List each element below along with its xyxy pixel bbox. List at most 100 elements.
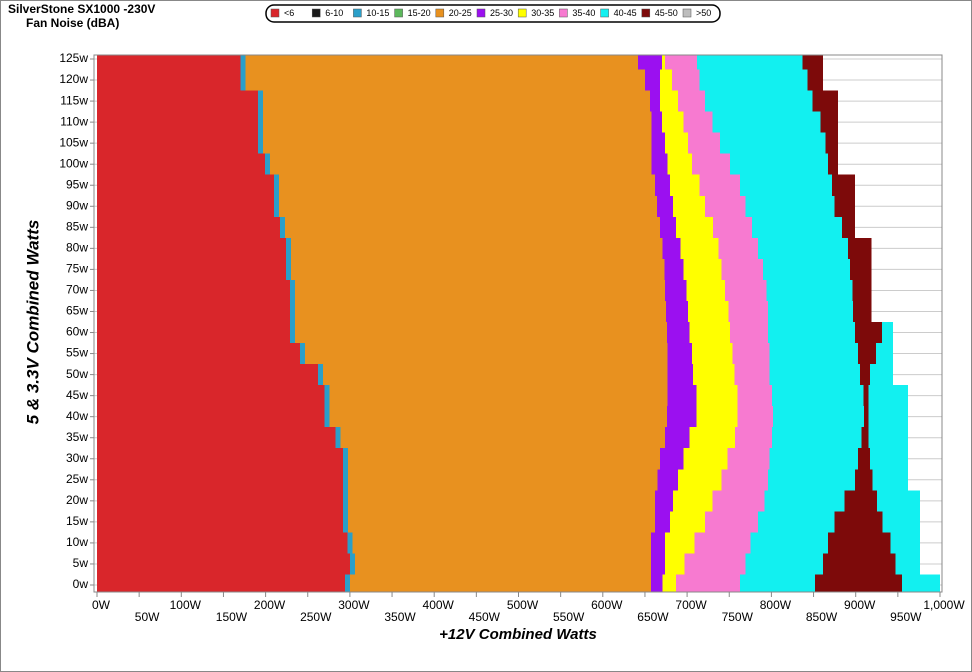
- x-tick-label: 900W: [844, 598, 876, 612]
- y-tick-label: 115w: [60, 93, 88, 107]
- cell: [290, 322, 296, 344]
- y-tick-label: 60w: [66, 325, 88, 339]
- cell: [305, 343, 668, 365]
- cell: [735, 427, 773, 449]
- cell: [842, 216, 855, 238]
- cell: [97, 195, 275, 217]
- cell: [692, 343, 733, 365]
- cell: [279, 195, 657, 217]
- cell: [768, 469, 855, 491]
- cell: [745, 195, 835, 217]
- cell: [740, 574, 816, 592]
- cell: [737, 385, 773, 407]
- cell: [655, 174, 671, 196]
- cell: [713, 216, 753, 238]
- cell: [97, 216, 280, 238]
- y-tick-label: 35w: [66, 430, 88, 444]
- cell: [274, 174, 280, 196]
- cell: [687, 132, 720, 154]
- cell: [295, 322, 667, 344]
- x-tick-label: 950W: [890, 610, 922, 624]
- cell: [772, 427, 862, 449]
- x-tick-label: 800W: [760, 598, 792, 612]
- cell: [284, 216, 661, 238]
- cell: [290, 279, 296, 301]
- cell: [689, 427, 736, 449]
- cell: [655, 490, 673, 512]
- cell: [844, 490, 877, 512]
- cell: [97, 490, 344, 512]
- y-tick-label: 85w: [66, 219, 88, 233]
- cell: [859, 364, 871, 386]
- y-tick-label: 25w: [66, 472, 88, 486]
- cell: [97, 343, 301, 365]
- legend-swatch: [559, 8, 568, 18]
- cell: [97, 237, 286, 259]
- cell: [274, 195, 280, 217]
- cell: [858, 343, 876, 365]
- x-tick-label: 700W: [675, 598, 707, 612]
- cell: [329, 406, 667, 428]
- y-tick-label: 5w: [73, 556, 89, 570]
- y-tick-label: 40w: [66, 409, 88, 423]
- cell: [737, 406, 774, 428]
- legend-swatch: [353, 8, 362, 18]
- cell: [97, 90, 259, 112]
- y-axis-label: 5 & 3.3V Combined Watts: [23, 220, 42, 425]
- x-tick-label: 1,000W: [923, 598, 965, 612]
- cell: [263, 132, 652, 154]
- cell: [258, 132, 264, 154]
- cell: [768, 322, 855, 344]
- cell: [757, 511, 835, 533]
- cell: [858, 448, 871, 470]
- cell: [881, 322, 893, 344]
- cell: [683, 448, 728, 470]
- cell: [97, 174, 275, 196]
- legend-swatch: [435, 8, 445, 18]
- cell: [854, 322, 882, 344]
- cell: [820, 111, 838, 133]
- cell: [696, 385, 738, 407]
- cell: [870, 364, 893, 386]
- cell: [680, 237, 719, 259]
- cell: [769, 343, 859, 365]
- cell: [324, 406, 330, 428]
- cell: [864, 406, 869, 428]
- cell: [832, 174, 855, 196]
- cell: [665, 532, 695, 554]
- cell: [834, 195, 855, 217]
- cell: [651, 153, 668, 175]
- cell: [269, 153, 652, 175]
- cell: [650, 553, 666, 575]
- cell: [665, 427, 690, 449]
- cell: [671, 69, 700, 91]
- cell: [693, 364, 735, 386]
- cell: [660, 69, 672, 91]
- y-tick-label: 125w: [59, 51, 88, 65]
- cell: [666, 322, 690, 344]
- legend-swatch: [394, 8, 403, 18]
- y-tick-label: 120w: [59, 72, 88, 86]
- cell: [352, 532, 651, 554]
- cell: [677, 469, 722, 491]
- cell: [802, 55, 823, 70]
- cell: [773, 406, 865, 428]
- cell: [97, 153, 265, 175]
- cell: [335, 427, 341, 449]
- cell: [667, 343, 693, 365]
- cell: [872, 469, 908, 491]
- cell: [290, 258, 665, 280]
- legend-label: >50: [696, 8, 711, 18]
- x-tick-label: 350W: [384, 610, 416, 624]
- cell: [97, 300, 291, 322]
- cell: [732, 343, 770, 365]
- cell: [696, 406, 738, 428]
- cell: [815, 574, 903, 592]
- cell: [667, 364, 694, 386]
- legend-label: 30-35: [531, 8, 554, 18]
- cell: [322, 364, 668, 386]
- y-tick-label: 10w: [66, 535, 88, 549]
- x-axis-label: +12V Combined Watts: [439, 626, 597, 643]
- cell: [300, 343, 306, 365]
